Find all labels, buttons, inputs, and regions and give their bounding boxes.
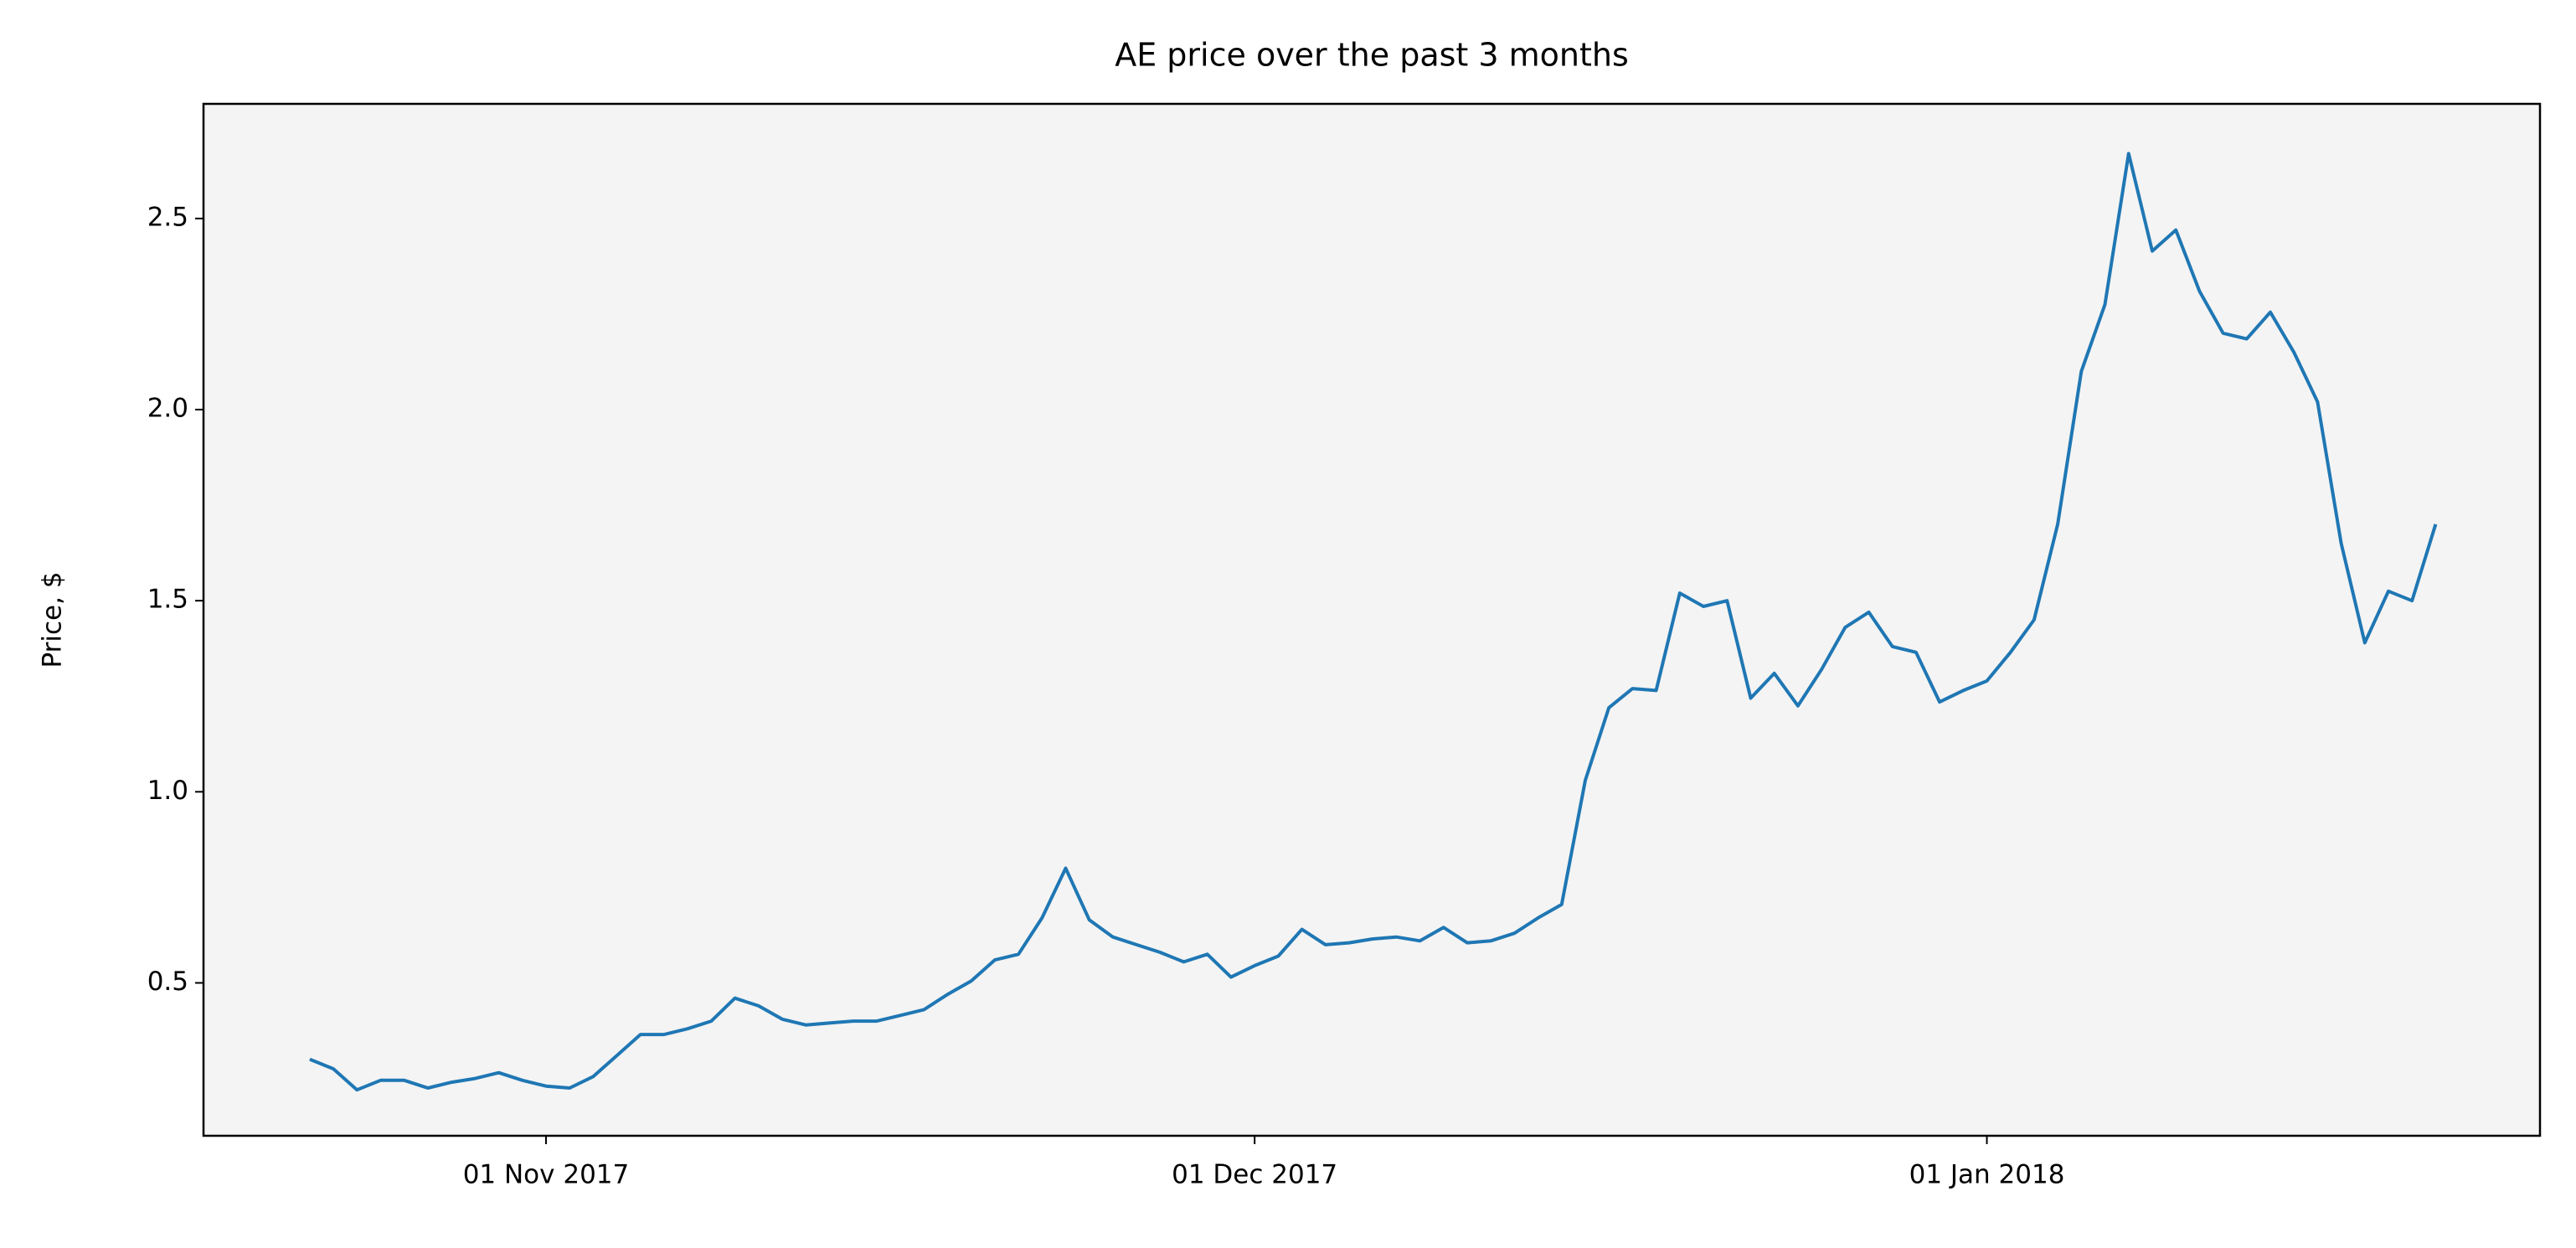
plot-frame: [202, 102, 2542, 1137]
y-axis-label: Price, $: [38, 571, 68, 668]
y-tick-label: 2.0: [147, 394, 188, 424]
y-tick-label: 1.5: [147, 585, 188, 615]
x-tick-label: 01 Nov 2017: [463, 1160, 630, 1190]
chart-title: AE price over the past 3 months: [1115, 37, 1629, 74]
y-tick-label: 2.5: [147, 202, 188, 232]
y-tick-label: 1.0: [147, 776, 188, 806]
price-line: [309, 152, 2438, 1092]
x-tick-label: 01 Dec 2017: [1172, 1160, 1337, 1190]
plot-area: [204, 104, 2540, 1136]
x-tick-label: 01 Jan 2018: [1909, 1160, 2065, 1190]
y-tick-label: 0.5: [147, 967, 188, 997]
